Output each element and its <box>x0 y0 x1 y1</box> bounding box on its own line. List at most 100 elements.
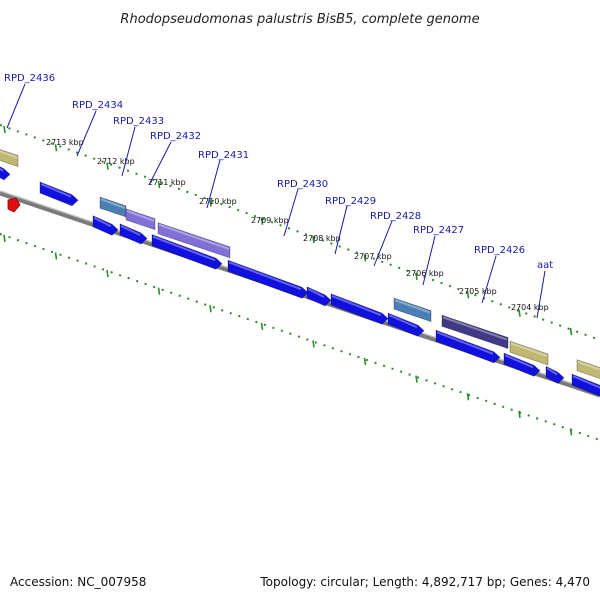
gene-feature <box>330 293 389 325</box>
gene-label: RPD_2427 <box>413 225 464 236</box>
genome-summary-text: Topology: circular; Length: 4,892,717 bp… <box>259 575 590 589</box>
gene-label: RPD_2434 <box>72 100 123 111</box>
gene-label: RPD_2430 <box>277 179 328 190</box>
gene-label: RPD_2432 <box>150 131 201 142</box>
ruler-tick <box>363 357 367 366</box>
gene-feature-highlight <box>126 209 155 222</box>
gene-feature-highlight <box>152 235 216 262</box>
red-marker <box>7 197 21 213</box>
gene-feature-highlight <box>510 342 548 357</box>
gene-feature <box>393 297 432 323</box>
gene-label: RPD_2429 <box>325 196 376 207</box>
gene-feature <box>576 359 600 379</box>
gene-feature-highlight <box>228 261 302 291</box>
ruler-tick <box>54 144 58 152</box>
gene-feature <box>441 314 509 350</box>
gene-feature <box>435 329 501 364</box>
ruler-tick <box>3 234 6 242</box>
ruler-tick <box>3 125 6 134</box>
gene-feature-highlight <box>100 198 126 209</box>
tick-label: 2710 kbp <box>199 197 237 206</box>
gene-feature-highlight <box>572 375 600 389</box>
gene-feature <box>227 259 309 299</box>
gene-feature <box>125 208 156 231</box>
gene-label: RPD_2433 <box>113 116 164 127</box>
gene-feature <box>509 340 549 366</box>
map-title: Rhodopseudomonas palustris BisB5, comple… <box>120 12 479 27</box>
gene-label: RPD_2431 <box>198 150 249 161</box>
ruler-tick <box>415 375 418 383</box>
leader-line <box>481 255 497 304</box>
ruler-tick <box>569 327 573 336</box>
leader-line <box>334 205 348 255</box>
ruler-tick <box>209 305 212 313</box>
tick-label: 2712 kbp <box>97 157 135 166</box>
gene-feature-highlight <box>307 287 325 298</box>
ruler-tick <box>518 410 521 418</box>
ruler-tick <box>54 252 58 260</box>
inner-tick-marks <box>3 234 573 436</box>
ruler-tick <box>466 291 470 299</box>
gene-label: aat <box>537 260 553 271</box>
accession-text: Accession: NC_007958 <box>10 575 146 589</box>
ruler-tick <box>106 269 109 278</box>
ruler-tick <box>106 162 109 170</box>
gene-feature <box>119 223 148 245</box>
tick-labels: 2713 kbp 2712 kbp 2711 kbp 2710 kbp 2709… <box>46 138 549 312</box>
ruler-tick <box>157 180 161 189</box>
gene-feature-highlight <box>436 331 494 355</box>
leader-line <box>6 83 26 129</box>
tick-label: 2707 kbp <box>354 252 392 261</box>
gene-feature-highlight <box>40 183 72 198</box>
ruler-tick <box>157 287 161 295</box>
ruler-tick <box>363 254 367 262</box>
leader-line <box>283 188 299 237</box>
outer-tick-marks <box>3 125 573 336</box>
gene-feature <box>39 181 79 207</box>
gene-feature <box>92 215 119 236</box>
gene-feature-highlight <box>0 150 18 159</box>
leader-line <box>76 110 97 157</box>
tick-label: 2709 kbp <box>251 216 289 225</box>
leader-line <box>206 159 221 209</box>
leader-line <box>148 141 172 186</box>
outer-ruler <box>0 124 600 341</box>
gene-feature-highlight <box>394 299 431 314</box>
gene-feature <box>545 365 565 384</box>
tick-label: 2713 kbp <box>46 138 84 147</box>
ruler-tick <box>415 272 418 280</box>
gene-label: RPD_2428 <box>370 211 421 222</box>
gene-feature-highlight <box>120 224 141 236</box>
ruler-tick <box>209 199 212 207</box>
gene-label: RPD_2426 <box>474 245 525 256</box>
inner-ruler <box>0 233 600 441</box>
leader-line <box>536 270 546 319</box>
ruler-tick <box>260 322 264 330</box>
leader-line <box>373 220 393 267</box>
gene-label: RPD_2436 <box>4 73 55 84</box>
gene-feature <box>0 149 19 168</box>
gene-feature <box>157 222 231 259</box>
tick-label: 2704 kbp <box>511 303 549 312</box>
gene-feature <box>0 166 11 181</box>
ruler-tick <box>518 309 521 317</box>
ruler-tick <box>312 236 315 244</box>
gene-feature <box>306 286 332 307</box>
gene-feature-highlight <box>442 316 508 341</box>
gene-feature-highlight <box>158 223 230 250</box>
gene-feature-highlight <box>504 354 534 369</box>
tick-label: 2711 kbp <box>148 178 186 187</box>
gene-feature-highlight <box>93 216 112 228</box>
leader-line <box>422 235 436 286</box>
ruler-tick <box>466 393 470 401</box>
gene-feature <box>503 352 541 377</box>
gene-feature-highlight <box>0 167 4 172</box>
gene-feature <box>571 373 600 397</box>
gene-feature-highlight <box>331 295 382 317</box>
tick-label: 2705 kbp <box>459 287 497 296</box>
ruler-tick <box>569 428 573 436</box>
gene-features <box>0 149 600 397</box>
gene-feature <box>387 312 425 337</box>
tick-label: 2706 kbp <box>406 269 444 278</box>
